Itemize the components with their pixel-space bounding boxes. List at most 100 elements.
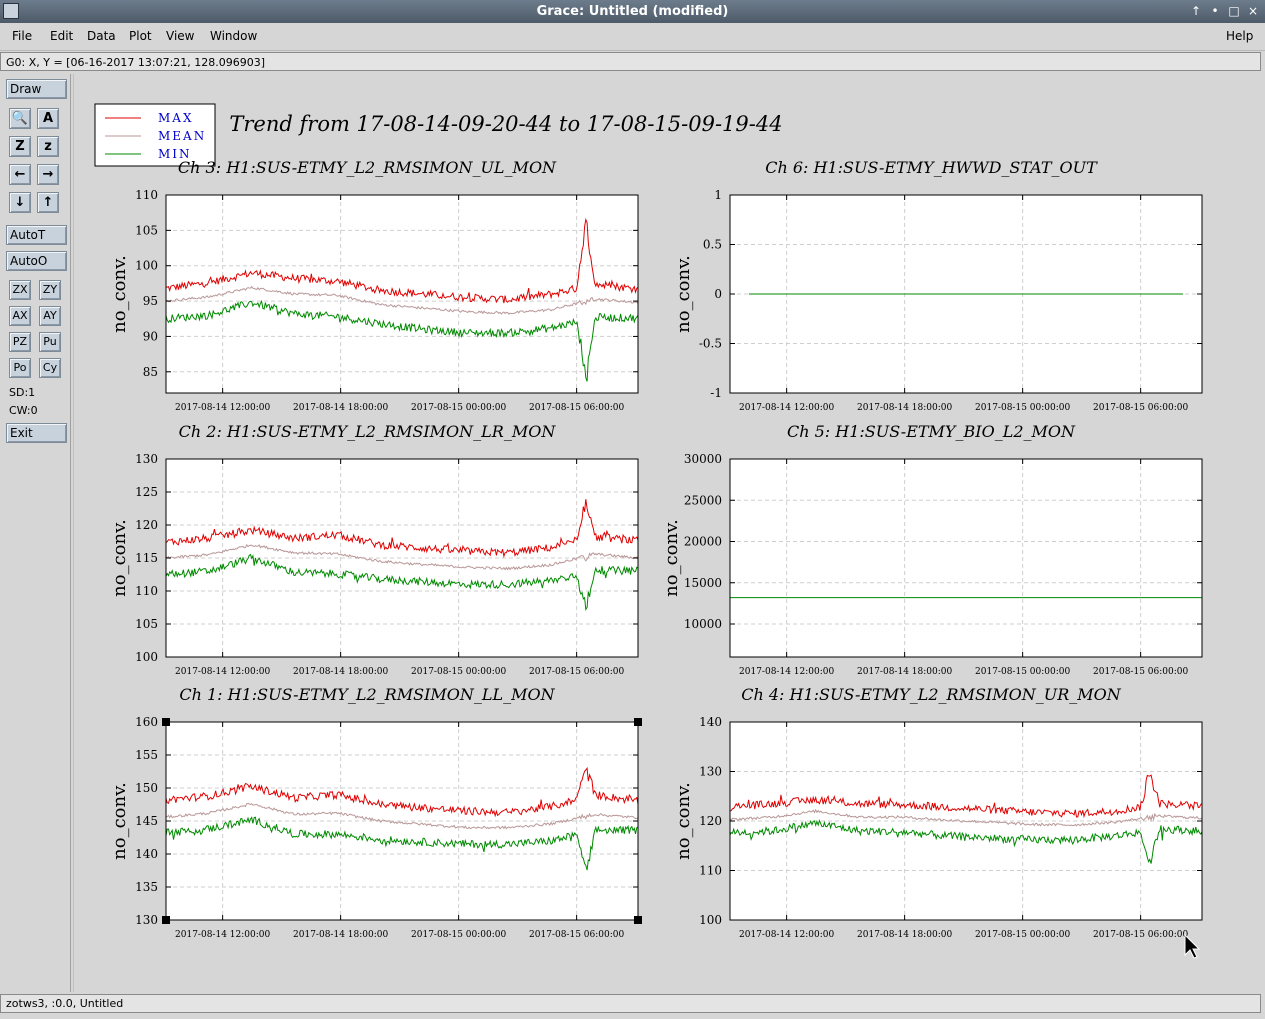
y-tick-label: 120 (135, 518, 158, 532)
panel-6 (729, 721, 1203, 921)
panel-1 (165, 194, 639, 394)
ax-button[interactable]: AX (9, 306, 31, 326)
x-tick-label: 2017-08-15 06:00:00 (1093, 667, 1188, 677)
ay-button[interactable]: AY (39, 306, 61, 326)
x-tick-label: 2017-08-14 12:00:00 (739, 930, 834, 940)
x-tick-label: 2017-08-14 18:00:00 (293, 930, 388, 940)
x-tick-label: 2017-08-15 06:00:00 (529, 930, 624, 940)
selection-handle (634, 916, 642, 924)
y-tick-label: 115 (135, 551, 158, 565)
zx-button[interactable]: ZX (9, 280, 31, 300)
menu-window[interactable]: Window (210, 29, 258, 43)
y-tick-label: 0.5 (703, 238, 722, 252)
menu-file[interactable]: File (12, 29, 33, 43)
x-tick-label: 2017-08-15 00:00:00 (411, 930, 506, 940)
pz-button[interactable]: PZ (9, 332, 31, 352)
series-mean (165, 543, 639, 571)
maximize-icon[interactable]: □ (1228, 4, 1240, 18)
x-tick-label: 2017-08-14 12:00:00 (175, 403, 270, 413)
series-max (729, 774, 1203, 819)
menu-data[interactable]: Data (87, 29, 116, 43)
autot-button[interactable]: AutoT (6, 225, 67, 245)
app-icon (3, 3, 19, 19)
arrow-down-icon[interactable]: ↓ (9, 192, 31, 213)
x-tick-label: 2017-08-14 18:00:00 (857, 930, 952, 940)
cw-label: CW:0 (9, 404, 38, 417)
draw-button[interactable]: Draw (6, 79, 67, 99)
unzoom-z-icon[interactable]: z (37, 136, 59, 157)
raise-icon[interactable]: ↑ (1190, 4, 1202, 18)
y-tick-label: 100 (135, 650, 158, 664)
panel-title: Ch 2: H1:SUS-ETMY_L2_RMSIMON_LR_MON (179, 422, 557, 441)
text-icon[interactable]: A (37, 108, 59, 129)
series-mean (165, 285, 639, 315)
window-title: Grace: Untitled (modified) (536, 4, 729, 19)
po-button[interactable]: Po (9, 358, 31, 378)
arrow-up-icon[interactable]: ↑ (37, 192, 59, 213)
y-tick-label: 130 (699, 765, 722, 779)
panel-3 (165, 458, 639, 658)
selection-handle (162, 916, 170, 924)
y-tick-label: 110 (135, 584, 158, 598)
legend-label-max: MAX (158, 111, 194, 125)
selection-handle (162, 718, 170, 726)
x-tick-label: 2017-08-15 06:00:00 (529, 403, 624, 413)
y-tick-label: 100 (699, 913, 722, 927)
legend-box (94, 103, 216, 167)
x-tick-label: 2017-08-15 00:00:00 (975, 930, 1070, 940)
zoom-z-icon[interactable]: Z (9, 136, 31, 157)
plot-canvas[interactable]: Trend from 17-08-14-09-20-44 to 17-08-15… (73, 74, 1251, 992)
cy-button[interactable]: Cy (39, 358, 61, 378)
sd-label: SD:1 (9, 386, 36, 399)
zy-button[interactable]: ZY (39, 280, 61, 300)
series-max (165, 766, 639, 818)
series-min (165, 816, 639, 871)
arrow-right-icon[interactable]: → (37, 164, 59, 185)
series-min (165, 553, 639, 611)
panel-2 (729, 194, 1203, 394)
y-tick-label: 95 (143, 294, 158, 308)
y-tick-label: 30000 (684, 452, 722, 466)
x-tick-label: 2017-08-15 00:00:00 (975, 667, 1070, 677)
y-tick-label: 145 (135, 814, 158, 828)
menu-help[interactable]: Help (1226, 29, 1254, 43)
menu-view[interactable]: View (166, 29, 195, 43)
legend-label-min: MIN (158, 147, 192, 161)
y-axis-label: no_conv. (109, 782, 130, 860)
close-icon[interactable]: × (1247, 4, 1259, 18)
y-tick-label: 120 (699, 814, 722, 828)
y-tick-label: 20000 (684, 535, 722, 549)
exit-button[interactable]: Exit (6, 423, 67, 443)
arrow-left-icon[interactable]: ← (9, 164, 31, 185)
x-tick-label: 2017-08-15 06:00:00 (1093, 930, 1188, 940)
x-tick-label: 2017-08-14 18:00:00 (857, 403, 952, 413)
y-tick-label: 155 (135, 748, 158, 762)
menu-plot[interactable]: Plot (129, 29, 152, 43)
y-tick-label: 90 (143, 329, 158, 343)
y-axis-label: no_conv. (673, 255, 694, 333)
chart-svg[interactable]: Trend from 17-08-14-09-20-44 to 17-08-15… (74, 74, 1251, 992)
minimize-icon[interactable]: • (1211, 4, 1219, 18)
x-tick-label: 2017-08-14 18:00:00 (293, 403, 388, 413)
series-mean (165, 802, 639, 830)
y-tick-label: 150 (135, 781, 158, 795)
mouse-cursor-icon (1184, 933, 1201, 959)
y-tick-label: -1 (710, 386, 722, 400)
y-axis-label: no_conv. (673, 782, 694, 860)
y-tick-label: 25000 (684, 493, 722, 507)
x-tick-label: 2017-08-15 00:00:00 (975, 403, 1070, 413)
pu-button[interactable]: Pu (39, 332, 61, 352)
y-tick-label: 85 (143, 365, 158, 379)
y-tick-label: 105 (135, 223, 158, 237)
menu-edit[interactable]: Edit (50, 29, 74, 43)
y-tick-label: 130 (135, 452, 158, 466)
x-tick-label: 2017-08-14 18:00:00 (293, 667, 388, 677)
y-tick-label: 0 (714, 287, 722, 301)
series-max (166, 217, 639, 304)
y-tick-label: -0.5 (699, 337, 722, 351)
selection-handle (634, 718, 642, 726)
panel-title: Ch 4: H1:SUS-ETMY_L2_RMSIMON_UR_MON (741, 685, 1122, 704)
zoom-icon[interactable]: 🔍 (9, 108, 31, 129)
autoo-button[interactable]: AutoO (6, 251, 67, 271)
x-tick-label: 2017-08-14 12:00:00 (175, 930, 270, 940)
